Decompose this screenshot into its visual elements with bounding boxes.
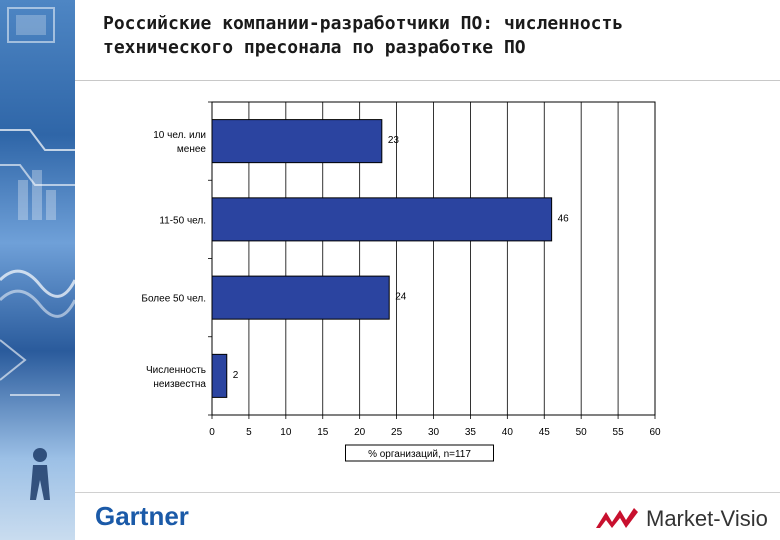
- x-tick-label: 60: [649, 427, 661, 438]
- x-tick-label: 0: [209, 427, 215, 438]
- y-category-label: 10 чел. или: [153, 130, 206, 141]
- x-tick-label: 5: [246, 427, 252, 438]
- x-tick-label: 45: [539, 427, 551, 438]
- y-category-label: Более 50 чел.: [141, 294, 206, 305]
- title-divider: [75, 80, 780, 81]
- x-tick-label: 15: [317, 427, 329, 438]
- data-label: 2: [233, 370, 239, 381]
- x-tick-label: 25: [391, 427, 403, 438]
- data-label: 24: [395, 292, 407, 303]
- x-tick-label: 55: [613, 427, 625, 438]
- y-category-label: неизвестна: [153, 379, 206, 390]
- x-tick-label: 35: [465, 427, 477, 438]
- decorative-side-strip: [0, 0, 75, 540]
- gartner-logo: Gartner: [95, 501, 189, 531]
- footer-divider: [75, 492, 780, 493]
- data-label: 46: [558, 213, 570, 224]
- y-category-label: менее: [177, 144, 207, 155]
- y-category-label: Численность: [146, 365, 206, 376]
- x-tick-label: 20: [354, 427, 366, 438]
- data-label: 23: [388, 135, 400, 146]
- page-title-line1: Российские компании-разработчики ПО: чис…: [103, 13, 624, 34]
- bar-chart: 0 5 10 15 20 25 30 35 40 45 50 55 60 23 10 чел. или мен…: [141, 101, 661, 462]
- bar: [211, 275, 390, 320]
- bar: [211, 197, 553, 242]
- page-title: Российские компании-разработчики ПО: чис…: [103, 12, 763, 60]
- market-visio-mark-icon: [596, 508, 638, 528]
- x-tick-label: 30: [428, 427, 440, 438]
- bar: [211, 119, 383, 164]
- x-axis-label-box: [345, 444, 494, 462]
- x-tick-label: 10: [280, 427, 292, 438]
- market-visio-text: Market-Visio: [646, 506, 768, 531]
- x-tick-label: 50: [576, 427, 588, 438]
- x-tick-label: 40: [502, 427, 514, 438]
- bar: [211, 353, 228, 398]
- page-title-line2: технического пресонала по разработке ПО: [103, 37, 526, 58]
- side-strip-pattern-icon: [0, 7, 75, 500]
- y-category-label: 11-50 чел.: [159, 215, 206, 226]
- x-axis-label: % организаций, n=117: [368, 449, 471, 460]
